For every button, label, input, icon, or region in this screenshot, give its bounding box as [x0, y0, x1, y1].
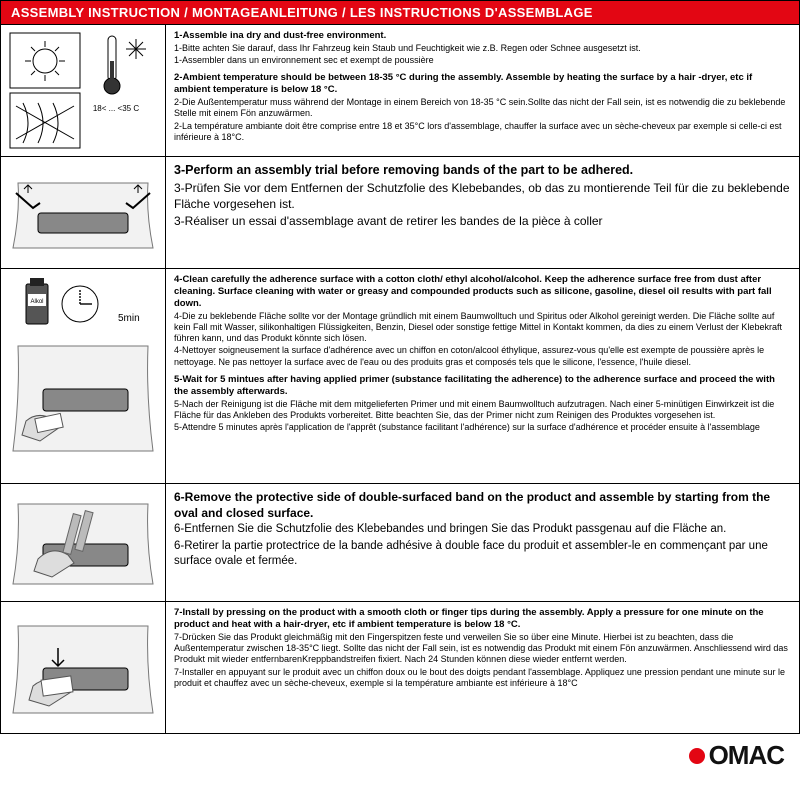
step2-fr: 2-La température ambiante doit être comp…	[174, 121, 791, 144]
step6-de: 6-Entfernen Sie die Schutzfolie des Kleb…	[174, 522, 791, 538]
step4-de: 4-Die zu beklebende Fläche sollte vor de…	[174, 311, 791, 345]
logo: OMAC	[689, 740, 784, 771]
step2-bold: 2-Ambient temperature should be between …	[174, 72, 791, 96]
header-title: ASSEMBLY INSTRUCTION / MONTAGEANLEITUNG …	[11, 5, 789, 20]
step1-fr: 1-Assembler dans un environnement sec et…	[174, 55, 791, 66]
step5-bold: 5-Wait for 5 mintues after having applie…	[174, 374, 791, 398]
header: ASSEMBLY INSTRUCTION / MONTAGEANLEITUNG …	[0, 0, 800, 25]
text-3: 4-Clean carefully the adherence surface …	[166, 269, 799, 483]
diagram-5	[1, 602, 166, 733]
step7-fr: 7-Installer en appuyant sur le produit a…	[174, 667, 791, 690]
footer: OMAC	[0, 734, 800, 773]
logo-text: OMAC	[709, 740, 784, 771]
step5-de: 5-Nach der Reinigung ist die Fläche mit …	[174, 399, 791, 422]
svg-text:18< ... <35 C: 18< ... <35 C	[93, 104, 139, 113]
text-1: 1-Assemble ina dry and dust-free environ…	[166, 25, 799, 156]
step1-de: 1-Bitte achten Sie darauf, dass Ihr Fahr…	[174, 43, 791, 54]
step3-bold: 3-Perform an assembly trial before remov…	[174, 162, 791, 179]
diagram-4	[1, 484, 166, 601]
step2-de: 2-Die Außentemperatur muss während der M…	[174, 97, 791, 120]
step7-de: 7-Drücken Sie das Produkt gleichmäßig mi…	[174, 632, 791, 666]
row-1: 18< ... <35 C 1-Assemble ina dry and dus…	[0, 25, 800, 157]
step6-fr: 6-Retirer la partie protectrice de la ba…	[174, 539, 791, 570]
text-4: 6-Remove the protective side of double-s…	[166, 484, 799, 601]
svg-text:5min: 5min	[118, 313, 140, 324]
svg-text:Alkol: Alkol	[30, 299, 43, 305]
row-2: 3-Perform an assembly trial before remov…	[0, 157, 800, 269]
text-5: 7-Install by pressing on the product wit…	[166, 602, 799, 733]
row-4: 6-Remove the protective side of double-s…	[0, 484, 800, 602]
logo-dot-icon	[689, 748, 705, 764]
row-5: 7-Install by pressing on the product wit…	[0, 602, 800, 734]
text-2: 3-Perform an assembly trial before remov…	[166, 157, 799, 268]
diagram-3: Alkol 5min	[1, 269, 166, 483]
diagram-1: 18< ... <35 C	[1, 25, 166, 156]
diagram-2	[1, 157, 166, 268]
step5-fr: 5-Attendre 5 minutes après l'application…	[174, 422, 791, 433]
step4-bold: 4-Clean carefully the adherence surface …	[174, 274, 791, 310]
step3-de: 3-Prüfen Sie vor dem Entfernen der Schut…	[174, 180, 791, 212]
step1-bold: 1-Assemble ina dry and dust-free environ…	[174, 30, 791, 42]
step6-bold: 6-Remove the protective side of double-s…	[174, 489, 791, 521]
row-3: Alkol 5min 4-Clean carefully the adheren…	[0, 269, 800, 484]
step7-bold: 7-Install by pressing on the product wit…	[174, 607, 791, 631]
step3-fr: 3-Réaliser un essai d'assemblage avant d…	[174, 213, 791, 229]
step4-fr: 4-Nettoyer soigneusement la surface d'ad…	[174, 345, 791, 368]
